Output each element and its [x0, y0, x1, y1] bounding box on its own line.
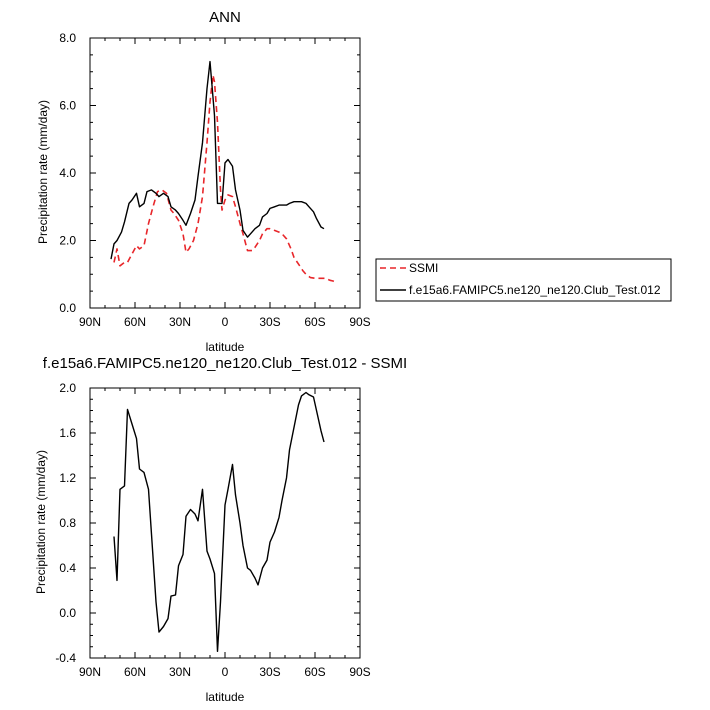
bottom-x-tick-label: 60N — [124, 665, 146, 679]
bottom-y-tick-label: 0.0 — [59, 606, 76, 620]
bottom-x-tick-label: 30S — [259, 665, 280, 679]
bottom-chart-title: f.e15a6.FAMIPC5.ne120_ne120.Club_Test.01… — [43, 355, 407, 372]
bottom-y-tick-label: 2.0 — [59, 381, 76, 395]
bottom-plot-area: 90N 60N 30N 0 30S 60S 90S -0.4 0.0 0.4 0.8 1.2 1.6 2.… — [55, 381, 370, 679]
top-x-tick-label: 30N — [169, 315, 191, 329]
legend: SSMI f.e15a6.FAMIPC5.ne120_ne120.Club_Te… — [375, 258, 672, 302]
top-series-line-0 — [113, 74, 337, 284]
bottom-series-line-0 — [113, 391, 325, 652]
bottom-x-tick-label: 0 — [222, 665, 229, 679]
top-x-tick-label: 60N — [124, 315, 146, 329]
top-y-axis-label: Precipitation rate (mm/day) — [36, 100, 50, 244]
bottom-x-axis-label: latitude — [206, 690, 245, 704]
top-y-tick-label: 6.0 — [59, 99, 76, 113]
bottom-plot-frame — [89, 387, 361, 659]
bottom-y-tick-label: 1.6 — [59, 426, 76, 440]
top-chart-title: ANN — [209, 9, 241, 26]
top-plot-area: 90N 60N 30N 0 30S 60S 90S 0.0 2.0 4.0 6.0 8.0 — [59, 31, 370, 329]
top-y-tick-label: 8.0 — [59, 31, 76, 45]
top-y-tick-label: 4.0 — [59, 166, 76, 180]
top-panel: ANN 90N 60N 30N 0 30S 60S 90S 0.0 2.0 4.0 6.0 8.0 l… — [36, 9, 371, 354]
top-x-tick-label: 90S — [349, 315, 370, 329]
top-series-line-1 — [110, 60, 325, 260]
top-y-tick-label: 2.0 — [59, 234, 76, 248]
bottom-x-tick-label: 90S — [349, 665, 370, 679]
bottom-y-tick-label: -0.4 — [55, 651, 76, 665]
legend-label-model: f.e15a6.FAMIPC5.ne120_ne120.Club_Test.01… — [409, 283, 661, 297]
bottom-x-tick-label: 30N — [169, 665, 191, 679]
bottom-y-tick-label: 0.8 — [59, 516, 76, 530]
top-x-tick-label: 90N — [79, 315, 101, 329]
bottom-y-tick-label: 0.4 — [59, 561, 76, 575]
bottom-y-tick-label: 1.2 — [59, 471, 76, 485]
top-x-tick-label: 60S — [304, 315, 325, 329]
top-x-tick-label: 0 — [222, 315, 229, 329]
top-plot-frame — [89, 37, 361, 309]
bottom-y-axis-label: Precipitation rate (mm/day) — [34, 450, 48, 594]
top-x-axis-label: latitude — [206, 340, 245, 354]
bottom-panel: f.e15a6.FAMIPC5.ne120_ne120.Club_Test.01… — [34, 355, 407, 704]
legend-box — [375, 258, 672, 302]
top-y-tick-label: 0.0 — [59, 301, 76, 315]
bottom-x-tick-label: 90N — [79, 665, 101, 679]
top-x-tick-label: 30S — [259, 315, 280, 329]
bottom-x-tick-label: 60S — [304, 665, 325, 679]
legend-label-ssmi: SSMI — [409, 261, 438, 275]
